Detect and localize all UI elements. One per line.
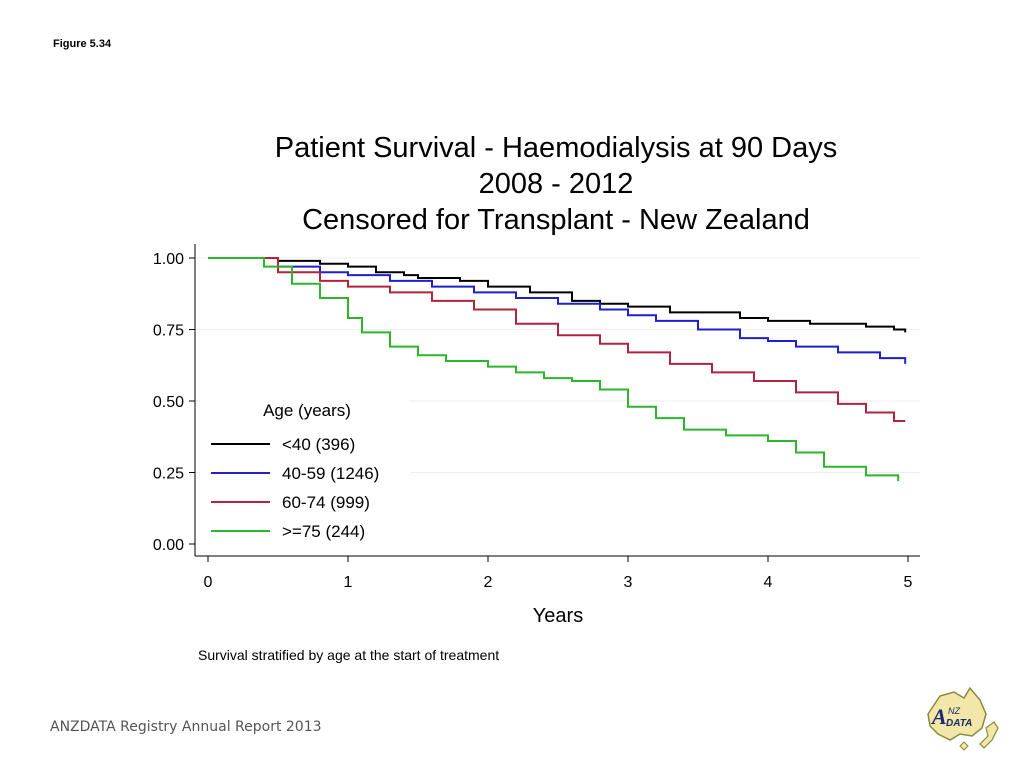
x-axis-title: Years bbox=[533, 605, 583, 627]
chart-title: Patient Survival - Haemodialysis at 90 D… bbox=[196, 130, 916, 238]
x-tick-label: 4 bbox=[764, 574, 773, 591]
legend-label: 60-74 (999) bbox=[282, 493, 370, 512]
series-line-2 bbox=[208, 257, 906, 423]
x-tick-label: 0 bbox=[204, 574, 213, 591]
x-tick-label: 3 bbox=[624, 574, 633, 591]
svg-text:NZ: NZ bbox=[948, 706, 960, 716]
report-footer: ANZDATA Registry Annual Report 2013 bbox=[50, 719, 322, 735]
y-tick-label: 0.00 bbox=[153, 537, 184, 554]
legend-label: 40-59 (1246) bbox=[282, 464, 379, 483]
svg-text:A: A bbox=[930, 704, 947, 729]
series-line-0 bbox=[208, 257, 907, 333]
anzdata-logo-icon: A NZ DATA bbox=[927, 686, 999, 751]
survival-chart: 0.00 0.25 0.50 0.75 1.00 0 1 2 3 4 5 Years Age (year… bbox=[153, 244, 920, 627]
chart-title-line-2: 2008 - 2012 bbox=[478, 168, 634, 200]
x-tick-label: 1 bbox=[344, 574, 353, 591]
chart-title-line-3: Censored for Transplant - New Zealand bbox=[302, 204, 810, 236]
legend-label: <40 (396) bbox=[282, 435, 355, 454]
figure-label: Figure 5.34 bbox=[53, 38, 112, 50]
x-tick-label: 5 bbox=[904, 574, 913, 591]
legend-label: >=75 (244) bbox=[282, 522, 365, 541]
y-tick-label: 0.25 bbox=[153, 466, 184, 483]
legend-box bbox=[200, 392, 410, 544]
series-line-3 bbox=[208, 257, 900, 482]
series-line-1 bbox=[208, 257, 907, 364]
chart-title-line-1: Patient Survival - Haemodialysis at 90 D… bbox=[274, 132, 838, 164]
chart-caption: Survival stratified by age at the start … bbox=[198, 647, 500, 663]
y-tick-label: 0.50 bbox=[153, 394, 184, 411]
legend-title: Age (years) bbox=[263, 401, 351, 420]
x-tick-label: 2 bbox=[484, 574, 493, 591]
svg-text:DATA: DATA bbox=[946, 718, 972, 729]
y-tick-label: 1.00 bbox=[153, 251, 184, 268]
y-tick-label: 0.75 bbox=[153, 323, 184, 340]
